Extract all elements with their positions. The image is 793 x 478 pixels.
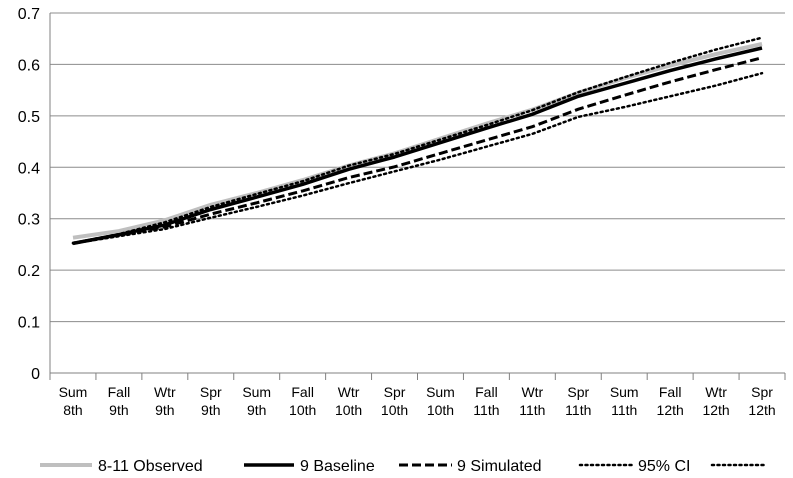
x-tick-label: Spr 9th — [200, 384, 222, 418]
x-tick-label: Fall 10th — [289, 384, 316, 418]
legend-label: 9 Baseline — [300, 458, 375, 475]
x-tick-label: Spr 12th — [748, 384, 775, 418]
x-tick-label: Fall 9th — [108, 384, 131, 418]
x-tick-label: Wtr 10th — [335, 384, 362, 418]
gridlines — [50, 12, 785, 374]
x-tick-label: Sum 10th — [426, 384, 455, 418]
x-axis — [49, 13, 786, 380]
y-tick-label: 0.4 — [18, 160, 40, 177]
y-tick-label: 0.1 — [18, 315, 40, 332]
legend: 8-11 Observed 9 Baseline 9 Simulated 95% CI — [40, 458, 767, 475]
x-tick-label: Spr 10th — [381, 384, 408, 418]
x-tick-label: Sum 8th — [59, 384, 88, 418]
y-tick-label: 0.7 — [18, 6, 40, 23]
series-line-9-simulated — [72, 56, 763, 245]
y-tick-label: 0.5 — [18, 109, 40, 126]
x-tick-label: Sum 11th — [610, 384, 639, 418]
legend-label: 9 Simulated — [457, 458, 542, 475]
y-tick-label: 0.6 — [18, 57, 40, 74]
legend-label: 8-11 Observed — [98, 458, 203, 475]
series-line-95-ci — [71, 36, 764, 245]
series-lines — [71, 36, 764, 246]
x-tick-label: Wtr 12th — [702, 384, 729, 418]
y-axis-ticks: 0 0.1 0.2 0.3 0.4 0.5 0.6 0.7 — [18, 6, 40, 383]
x-tick-label: Wtr 11th — [519, 384, 545, 418]
x-tick-label: Sum 9th — [242, 384, 271, 418]
series-line-9-baseline — [72, 46, 763, 246]
legend-label: 95% CI — [638, 458, 690, 475]
x-axis-ticks: Sum 8th Fall 9th Wtr 9th Spr 9th Sum 9th Fall 10th W… — [59, 384, 776, 418]
x-tick-label: Spr 11th — [565, 384, 591, 418]
y-tick-label: 0.3 — [18, 212, 40, 229]
y-tick-label: 0.2 — [18, 263, 40, 280]
y-tick-label: 0 — [31, 366, 40, 383]
series-line-ci-lower — [71, 71, 764, 245]
x-tick-label: Fall 11th — [473, 384, 499, 418]
x-tick-label: Wtr 9th — [154, 384, 176, 418]
x-tick-label: Fall 12th — [657, 384, 684, 418]
